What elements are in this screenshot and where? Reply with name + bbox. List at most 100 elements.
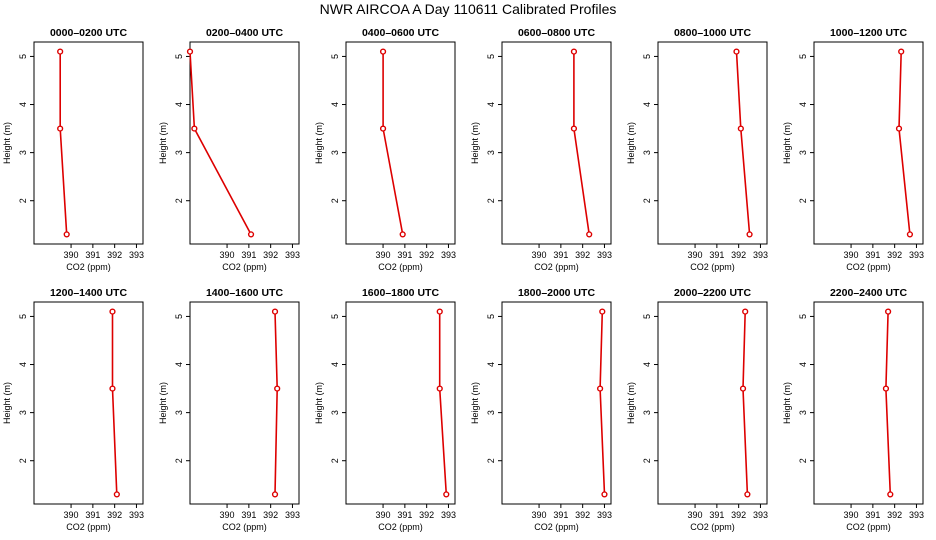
x-tick-label: 390 (532, 250, 547, 260)
y-axis-label: Height (m) (2, 382, 12, 424)
y-axis-label: Height (m) (158, 382, 168, 424)
y-tick-label: 2 (486, 198, 496, 203)
y-tick-label: 3 (18, 150, 28, 155)
x-tick-label: 393 (441, 510, 456, 520)
x-tick-label: 393 (753, 510, 768, 520)
co2-data-point (191, 125, 198, 132)
x-axis-label: CO2 (ppm) (534, 522, 579, 532)
y-tick-label: 3 (486, 410, 496, 415)
y-tick-label: 3 (642, 150, 652, 155)
panel-7: 1200–1400 UTC 390 391 392 393 2 3 4 5 CO2 (ppm) He… (2, 287, 144, 532)
co2-profile-line (189, 51, 252, 235)
y-tick-label: 4 (330, 102, 340, 107)
co2-data-point (601, 491, 608, 498)
x-axis-label: CO2 (ppm) (66, 262, 111, 272)
co2-data-point (63, 231, 70, 238)
y-tick-label: 5 (486, 314, 496, 319)
y-tick-label: 2 (642, 458, 652, 463)
x-axis-label: CO2 (ppm) (222, 522, 267, 532)
panel-title: 0200–0400 UTC (206, 27, 283, 39)
x-tick-label: 391 (241, 250, 256, 260)
co2-data-point (186, 48, 194, 55)
panel-12: 2200–2400 UTC 390 391 392 393 2 3 4 5 CO2 (ppm) He… (782, 287, 924, 532)
x-tick-label: 393 (285, 250, 300, 260)
y-tick-label: 5 (174, 54, 184, 59)
x-tick-label: 391 (865, 510, 880, 520)
co2-data-point (436, 385, 443, 392)
x-axis-label: CO2 (ppm) (378, 262, 423, 272)
chart-title: NWR AIRCOA A Day 110611 Calibrated Profi… (320, 1, 617, 17)
plot-frame (657, 41, 768, 245)
x-tick-label: 393 (909, 510, 924, 520)
co2-profile-line (742, 311, 749, 495)
y-axis-label: Height (m) (470, 382, 480, 424)
panel-5: 0800–1000 UTC 390 391 392 393 2 3 4 5 CO2 (ppm) He… (626, 27, 768, 272)
co2-data-point (57, 125, 64, 132)
y-axis-label: Height (m) (626, 382, 636, 424)
co2-data-point (906, 231, 914, 238)
co2-profile-line (573, 51, 590, 235)
co2-profile-line (735, 51, 751, 235)
x-tick-label: 392 (419, 250, 434, 260)
y-tick-label: 5 (330, 54, 340, 59)
y-tick-label: 3 (798, 150, 808, 155)
y-tick-label: 5 (18, 314, 28, 319)
panel-3: 0400–0600 UTC 390 391 392 393 2 3 4 5 CO2 (ppm) He… (314, 27, 456, 272)
panel-title: 1200–1400 UTC (50, 287, 127, 299)
y-tick-label: 4 (486, 102, 496, 107)
y-axis-label: Height (m) (626, 122, 636, 164)
y-tick-label: 4 (330, 362, 340, 367)
x-tick-label: 390 (376, 250, 391, 260)
x-tick-label: 392 (731, 510, 746, 520)
y-tick-label: 4 (642, 102, 652, 107)
panel-8: 1400–1600 UTC 390 391 392 393 2 3 4 5 CO2 (ppm) He… (158, 287, 300, 532)
plot-frame (189, 301, 300, 505)
co2-data-point (271, 491, 279, 498)
x-tick-label: 391 (241, 510, 256, 520)
x-tick-label: 392 (887, 510, 902, 520)
x-tick-label: 392 (107, 510, 122, 520)
panel-title: 0600–0800 UTC (518, 27, 595, 39)
x-tick-label: 392 (731, 250, 746, 260)
co2-data-point (733, 48, 740, 55)
y-axis-label: Height (m) (158, 122, 168, 164)
co2-profile-line (382, 51, 404, 235)
panel-2: 0200–0400 UTC 390 391 392 393 2 3 4 5 CO2 (ppm) He… (158, 27, 300, 272)
panel-1: 0000–0200 UTC 390 391 392 393 2 3 4 5 CO2 (ppm) He… (2, 27, 144, 272)
x-axis-label: CO2 (ppm) (534, 262, 579, 272)
x-tick-label: 393 (441, 250, 456, 260)
plot-frame (813, 301, 924, 505)
co2-data-point (399, 231, 406, 238)
y-axis-label: Height (m) (314, 122, 324, 164)
panel-11: 2000–2200 UTC 390 391 392 393 2 3 4 5 CO2 (ppm) He… (626, 287, 768, 532)
x-tick-label: 390 (844, 510, 859, 520)
y-tick-label: 3 (486, 150, 496, 155)
panel-6: 1000–1200 UTC 390 391 392 393 2 3 4 5 CO2 (ppm) He… (782, 27, 924, 272)
x-tick-label: 390 (220, 510, 235, 520)
x-axis-label: CO2 (ppm) (66, 522, 111, 532)
x-tick-label: 390 (64, 250, 79, 260)
x-tick-label: 393 (753, 250, 768, 260)
x-axis-label: CO2 (ppm) (846, 522, 891, 532)
co2-profile-line (898, 51, 911, 235)
co2-data-point (57, 48, 64, 55)
y-tick-label: 4 (18, 362, 28, 367)
x-tick-label: 391 (85, 510, 100, 520)
y-tick-label: 4 (18, 102, 28, 107)
y-tick-label: 2 (18, 458, 28, 463)
co2-data-point (885, 308, 892, 315)
co2-profile-line (111, 311, 118, 495)
y-axis-label: Height (m) (2, 122, 12, 164)
y-tick-label: 2 (798, 198, 808, 203)
x-tick-label: 392 (575, 250, 590, 260)
y-tick-label: 2 (174, 458, 184, 463)
y-tick-label: 5 (330, 314, 340, 319)
co2-data-point (271, 308, 279, 315)
y-tick-label: 2 (642, 198, 652, 203)
co2-data-point (109, 308, 116, 315)
x-axis-label: CO2 (ppm) (690, 522, 735, 532)
panel-title: 1600–1800 UTC (362, 287, 439, 299)
y-tick-label: 2 (330, 198, 340, 203)
co2-data-point (570, 48, 578, 55)
